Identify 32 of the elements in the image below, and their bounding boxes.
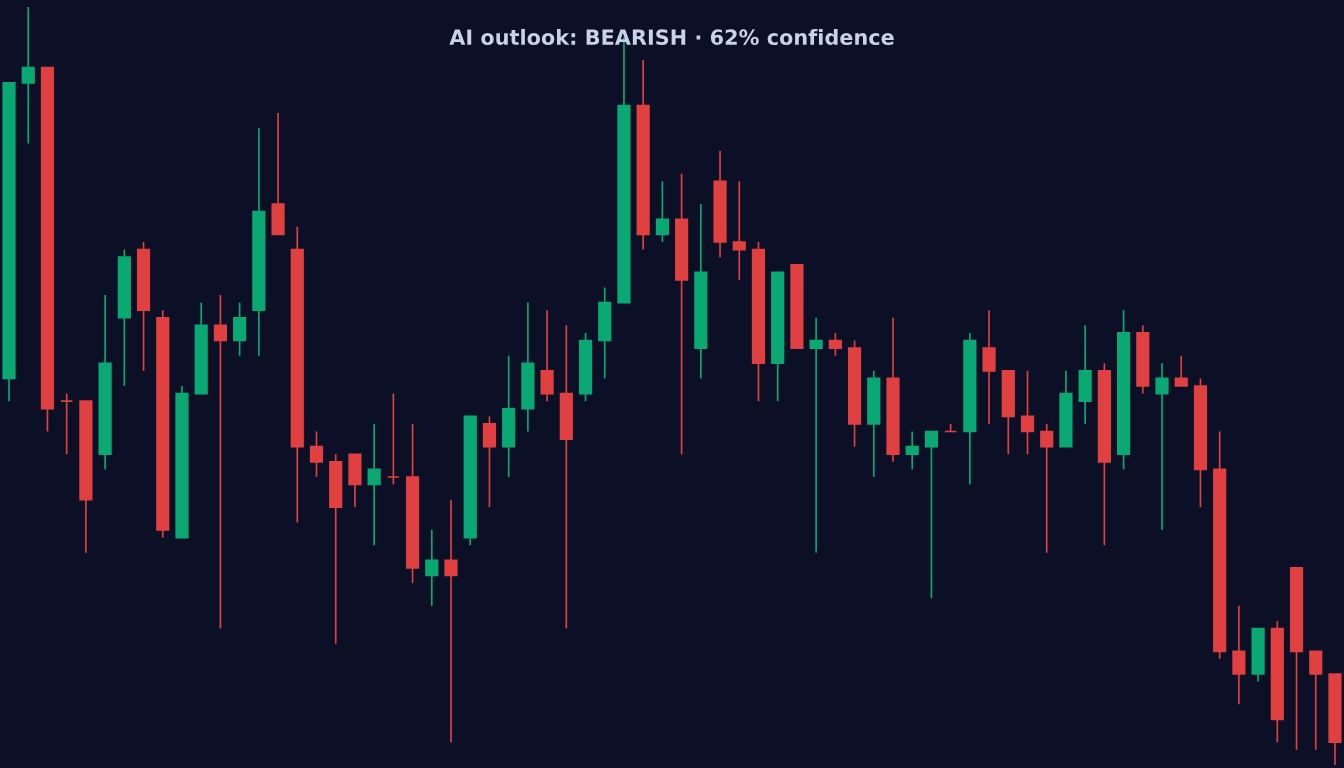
candlestick: [348, 453, 362, 509]
candlestick: [1328, 673, 1342, 766]
candlestick: [790, 263, 804, 349]
candlestick: [482, 415, 497, 509]
candlestick: [2, 81, 16, 402]
candlestick: [1020, 370, 1035, 456]
candlestick: [847, 339, 862, 448]
candlestick: [713, 150, 727, 258]
candlestick: [386, 392, 400, 486]
candlestick: [309, 430, 324, 478]
candlestick: [1193, 377, 1208, 509]
candlestick: [1097, 362, 1111, 547]
candlestick: [751, 241, 766, 402]
candlestick: [1116, 309, 1131, 471]
candlestick: [828, 332, 842, 357]
candlestick: [502, 354, 516, 478]
candlestick: [405, 423, 420, 584]
candlestick: [886, 316, 900, 463]
candlestick: [1059, 370, 1073, 448]
candlestick: [60, 392, 74, 456]
text: AI outlook: BEARISH · 62% confidence: [449, 28, 894, 46]
candlestick: [675, 172, 689, 456]
candlestick: [175, 385, 189, 539]
candlestick: [578, 332, 593, 402]
candlestick: [136, 241, 151, 372]
candlestick: [271, 112, 285, 236]
candlestick: [655, 180, 669, 243]
candlestick: [233, 301, 247, 357]
candlestick: [40, 66, 55, 433]
candlestick: [540, 309, 554, 402]
candlestick: [1289, 567, 1304, 751]
candlestick: [982, 309, 996, 425]
